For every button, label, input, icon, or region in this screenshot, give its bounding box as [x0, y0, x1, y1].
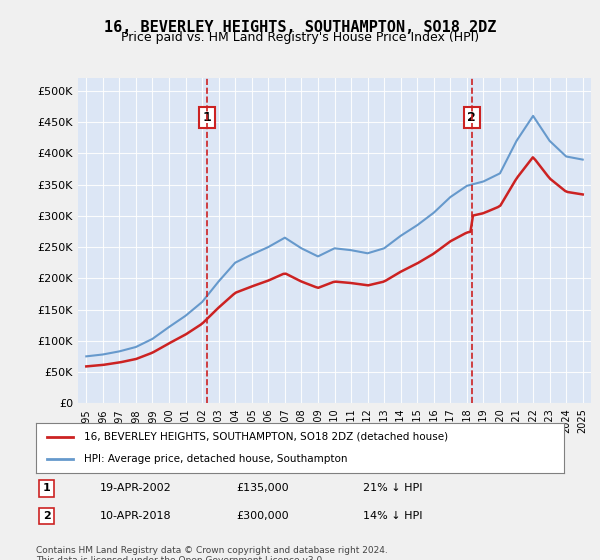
Text: 1: 1 — [43, 483, 50, 493]
Text: 2: 2 — [43, 511, 50, 521]
Text: Contains HM Land Registry data © Crown copyright and database right 2024.
This d: Contains HM Land Registry data © Crown c… — [36, 546, 388, 560]
Text: 16, BEVERLEY HEIGHTS, SOUTHAMPTON, SO18 2DZ: 16, BEVERLEY HEIGHTS, SOUTHAMPTON, SO18 … — [104, 20, 496, 35]
Text: 16, BEVERLEY HEIGHTS, SOUTHAMPTON, SO18 2DZ (detached house): 16, BEVERLEY HEIGHTS, SOUTHAMPTON, SO18 … — [83, 432, 448, 442]
Text: 21% ↓ HPI: 21% ↓ HPI — [364, 483, 423, 493]
Text: £300,000: £300,000 — [236, 511, 289, 521]
Text: HPI: Average price, detached house, Southampton: HPI: Average price, detached house, Sout… — [83, 454, 347, 464]
Text: £135,000: £135,000 — [236, 483, 289, 493]
Text: 19-APR-2002: 19-APR-2002 — [100, 483, 171, 493]
Text: 2: 2 — [467, 111, 476, 124]
Text: Price paid vs. HM Land Registry's House Price Index (HPI): Price paid vs. HM Land Registry's House … — [121, 31, 479, 44]
Text: 1: 1 — [203, 111, 211, 124]
Text: 14% ↓ HPI: 14% ↓ HPI — [364, 511, 423, 521]
Text: 10-APR-2018: 10-APR-2018 — [100, 511, 171, 521]
